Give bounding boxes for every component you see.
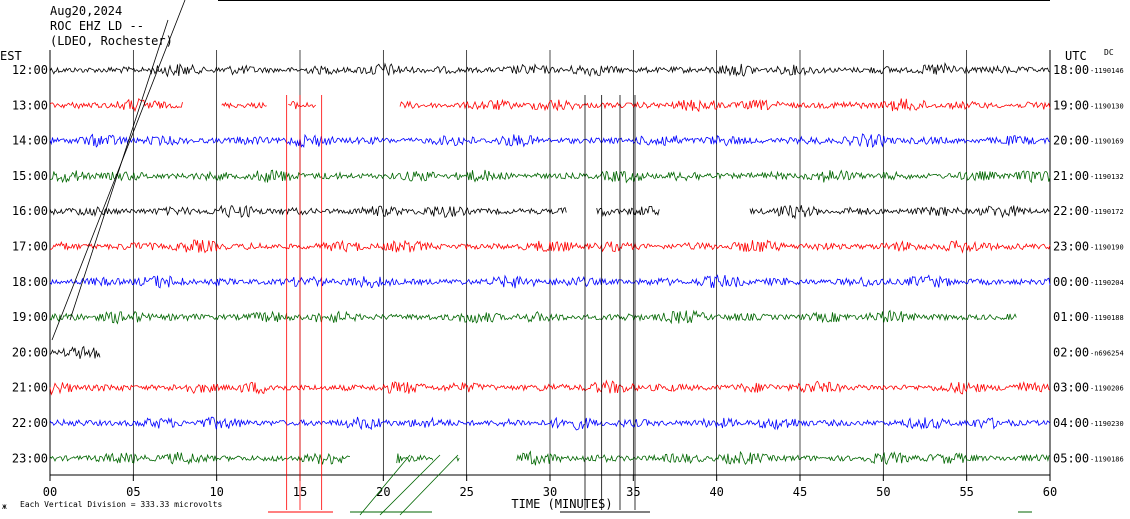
est-hour-label: 12:00 xyxy=(12,63,48,77)
trace-spike-line xyxy=(51,0,186,341)
seismic-trace xyxy=(288,100,317,110)
scale-note: Each Vertical Division = 333.33 microvol… xyxy=(20,500,223,509)
left-timezone-label: EST xyxy=(0,49,22,63)
x-axis-label: TIME (MINUTES) xyxy=(511,497,612,511)
corner-mark: ж xyxy=(2,502,7,511)
chart-date: Aug20,2024 xyxy=(50,4,123,18)
trace-spike-line xyxy=(69,19,169,321)
seismic-trace xyxy=(516,450,1050,466)
seismic-trace xyxy=(596,205,660,217)
x-tick-label: 20 xyxy=(376,485,390,499)
utc-hour-label: 19:00 xyxy=(1053,98,1089,112)
x-tick-label: 35 xyxy=(626,485,640,499)
seismic-trace xyxy=(396,453,434,464)
est-hour-label: 18:00 xyxy=(12,275,48,289)
seismic-trace xyxy=(49,169,1051,184)
utc-hour-label: 04:00 xyxy=(1053,416,1089,430)
seismic-trace xyxy=(49,452,350,466)
utc-hour-label: 18:00 xyxy=(1053,63,1089,77)
x-tick-label: 55 xyxy=(959,485,973,499)
seismic-trace xyxy=(49,61,1051,78)
utc-hour-label: 03:00 xyxy=(1053,381,1089,395)
seismic-trace xyxy=(456,456,460,462)
est-hour-label: 16:00 xyxy=(12,204,48,218)
dc-offset-value: -1190172 xyxy=(1090,208,1124,216)
dc-offset-value: -1190206 xyxy=(1090,385,1124,393)
trace-spike-line xyxy=(379,454,441,516)
seismic-trace xyxy=(399,98,1051,113)
dc-offset-value: -1190204 xyxy=(1090,279,1124,287)
chart-network: (LDEO, Rochester) xyxy=(50,34,173,48)
x-tick-label: 45 xyxy=(793,485,807,499)
x-tick-label: 40 xyxy=(709,485,723,499)
chart-station: ROC EHZ LD -- xyxy=(50,19,144,33)
seismic-trace xyxy=(49,98,183,113)
seismic-trace xyxy=(49,309,1017,325)
dc-offset-value: -n696254 xyxy=(1090,349,1124,357)
est-hour-label: 13:00 xyxy=(12,98,48,112)
dc-offset-value: -1190132 xyxy=(1090,173,1124,181)
utc-hour-label: 22:00 xyxy=(1053,204,1089,218)
x-tick-label: 00 xyxy=(43,485,57,499)
utc-hour-label: 23:00 xyxy=(1053,240,1089,254)
seismic-trace xyxy=(49,133,1051,148)
dc-offset-header: DC xyxy=(1104,48,1114,57)
dc-offset-value: -1190230 xyxy=(1090,420,1124,428)
utc-hour-label: 21:00 xyxy=(1053,169,1089,183)
est-hour-label: 23:00 xyxy=(12,451,48,465)
x-tick-label: 50 xyxy=(876,485,890,499)
dc-offset-value: -1190186 xyxy=(1090,455,1124,463)
seismic-trace xyxy=(49,416,1051,431)
utc-hour-label: 00:00 xyxy=(1053,275,1089,289)
dc-offset-value: -1190146 xyxy=(1090,67,1124,75)
est-hour-label: 17:00 xyxy=(12,240,48,254)
trace-spike-line xyxy=(399,454,459,516)
x-tick-label: 30 xyxy=(543,485,557,499)
est-hour-label: 21:00 xyxy=(12,381,48,395)
x-tick-label: 25 xyxy=(459,485,473,499)
utc-hour-label: 02:00 xyxy=(1053,345,1089,359)
seismic-trace xyxy=(49,379,1051,396)
dc-offset-value: -1190130 xyxy=(1090,102,1124,110)
est-hour-label: 15:00 xyxy=(12,169,48,183)
est-hour-label: 19:00 xyxy=(12,310,48,324)
seismic-trace xyxy=(49,239,1051,254)
est-hour-label: 22:00 xyxy=(12,416,48,430)
x-tick-label: 10 xyxy=(209,485,223,499)
seismic-trace xyxy=(221,101,267,110)
trace-spike-line xyxy=(359,454,411,516)
x-tick-label: 05 xyxy=(126,485,140,499)
dc-offset-value: -1190190 xyxy=(1090,244,1124,252)
utc-hour-label: 05:00 xyxy=(1053,451,1089,465)
est-hour-label: 14:00 xyxy=(12,134,48,148)
seismic-trace xyxy=(49,274,1051,289)
utc-hour-label: 01:00 xyxy=(1053,310,1089,324)
right-timezone-label: UTC xyxy=(1065,49,1087,63)
dc-offset-value: -1190169 xyxy=(1090,138,1124,146)
utc-hour-label: 20:00 xyxy=(1053,134,1089,148)
est-hour-label: 20:00 xyxy=(12,345,48,359)
seismic-trace xyxy=(749,205,1051,220)
seismic-trace xyxy=(49,204,567,219)
seismic-trace xyxy=(49,345,101,359)
dc-offset-value: -1190188 xyxy=(1090,314,1124,322)
x-tick-label: 60 xyxy=(1043,485,1057,499)
